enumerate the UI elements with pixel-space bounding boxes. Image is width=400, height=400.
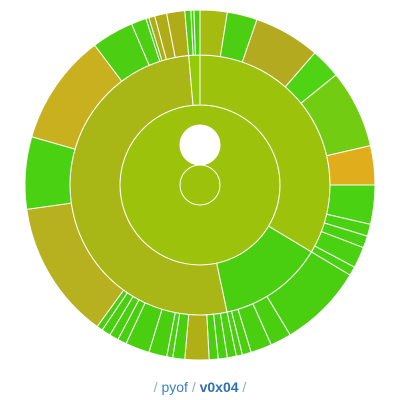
sunburst-center[interactable] [179,164,221,206]
sunburst-ring-3 [24,9,376,360]
breadcrumb-separator: / [153,379,158,395]
sunburst-segment[interactable] [24,136,76,210]
sunburst-chart [24,9,376,360]
sunburst-segment[interactable] [193,9,201,56]
breadcrumb-separator: / [191,379,196,395]
breadcrumb: / pyof / v0x04 / [0,378,400,396]
breadcrumb-separator: / [242,379,247,395]
breadcrumb-current-v0x04[interactable]: v0x04 [199,379,239,395]
breadcrumb-link-pyof[interactable]: pyof [161,379,188,395]
